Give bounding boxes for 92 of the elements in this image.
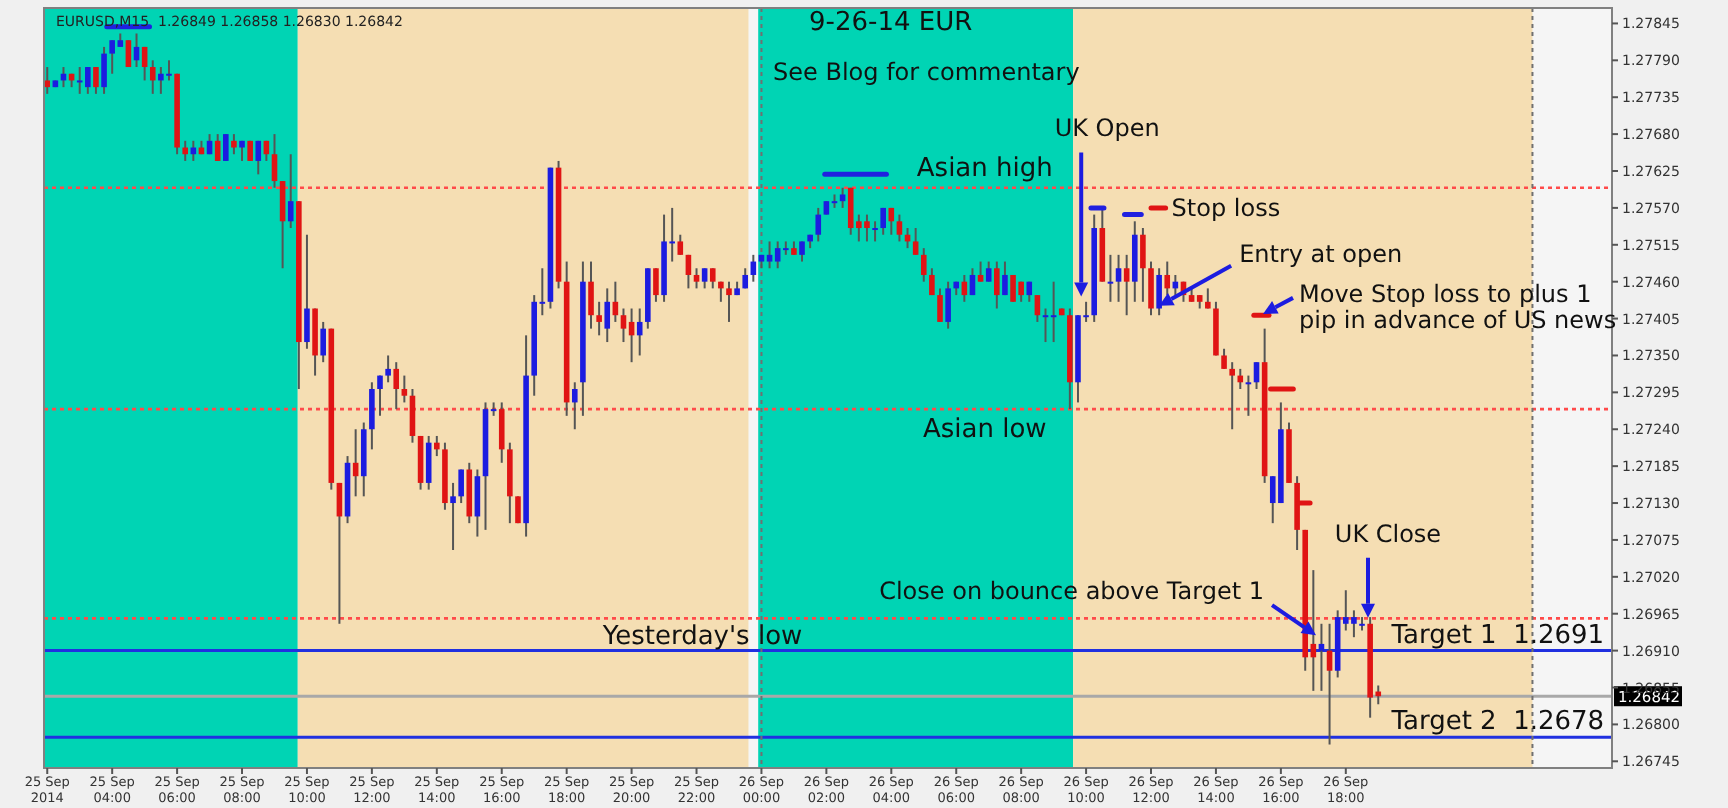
candlestick <box>929 267 935 297</box>
candlestick <box>1156 267 1162 317</box>
candlestick <box>896 213 903 243</box>
candlestick <box>450 481 456 551</box>
candlestick <box>76 66 83 95</box>
candlestick <box>401 374 408 404</box>
candlestick <box>1164 260 1171 297</box>
candlestick <box>1205 287 1211 310</box>
candlestick <box>571 381 578 431</box>
candlestick <box>636 307 643 357</box>
candlestick <box>312 307 318 377</box>
annotation: Stop loss <box>1171 193 1281 222</box>
ref-line-label: Yesterday's low <box>600 622 804 653</box>
candlestick <box>393 361 400 411</box>
candlestick <box>125 39 132 69</box>
candlestick <box>726 280 732 323</box>
candlestick <box>93 66 99 95</box>
annotation: UK Close <box>1334 519 1442 548</box>
candlestick <box>320 320 326 364</box>
candlestick <box>815 206 822 243</box>
candlestick <box>158 66 164 95</box>
candlestick <box>653 267 659 303</box>
candlestick <box>434 434 440 458</box>
candlestick <box>1229 361 1235 431</box>
candlestick <box>709 267 716 290</box>
annotation: Move Stop loss to plus 1 pip in advance of US news <box>1299 279 1617 334</box>
candlestick <box>847 186 854 236</box>
candlestick <box>620 307 627 344</box>
candlestick <box>255 139 262 176</box>
candlestick <box>937 287 943 323</box>
candlestick <box>774 240 781 270</box>
candlestick <box>912 227 919 256</box>
candlestick <box>596 300 602 337</box>
candlestick <box>945 280 951 330</box>
candlestick <box>44 66 51 95</box>
candlestick <box>1245 374 1252 417</box>
candlestick <box>1140 227 1146 303</box>
candlestick <box>458 468 464 505</box>
candlestick <box>1123 253 1130 317</box>
candlestick <box>677 233 684 256</box>
candlestick <box>377 374 383 417</box>
candlestick <box>287 153 294 230</box>
candlestick <box>1107 253 1114 303</box>
candlestick <box>223 133 229 162</box>
chart-title: 9-26-14 EUR <box>809 8 973 38</box>
candlestick <box>1131 220 1138 303</box>
candlestick <box>369 381 375 451</box>
annotation: Entry at open <box>1239 239 1403 268</box>
candlestick <box>588 260 594 330</box>
candlestick <box>85 66 91 95</box>
candlestick <box>1351 609 1357 639</box>
candlestick <box>1115 253 1122 303</box>
candlestick <box>1318 622 1325 692</box>
candlestick <box>271 133 278 189</box>
candlestick <box>985 260 992 283</box>
candlestick <box>515 495 521 525</box>
candlestick <box>994 260 1000 310</box>
candlestick <box>880 206 886 236</box>
candlestick <box>109 39 115 75</box>
candlestick <box>166 59 172 82</box>
ref-line-label: Asian low <box>922 415 1048 446</box>
candlestick <box>1148 260 1154 317</box>
candlestick <box>693 267 700 290</box>
ref-line-label: Target 2 1.2678 <box>1389 707 1605 738</box>
candlestick <box>182 139 189 162</box>
candlestick <box>1221 347 1227 370</box>
candlestick <box>766 240 773 270</box>
candlestick <box>304 233 310 350</box>
candlestick <box>864 213 870 243</box>
candlestick <box>1050 280 1057 344</box>
candlestick <box>799 240 805 263</box>
ref-line-label: Asian high <box>916 153 1053 184</box>
candlestick <box>1010 273 1016 303</box>
candlestick <box>498 401 505 464</box>
candlestick <box>977 260 984 283</box>
ref-line-label: Target 1 1.2691 <box>1389 620 1605 651</box>
candlestick <box>385 354 391 384</box>
candlestick <box>466 461 473 525</box>
candlestick <box>839 186 846 209</box>
candlestick <box>872 220 878 243</box>
candlestick <box>1042 307 1049 344</box>
candlestick <box>701 267 708 290</box>
candlestick <box>1002 260 1008 297</box>
candlestick <box>1213 300 1219 357</box>
candlestick <box>1237 367 1244 391</box>
candlestick <box>149 59 156 95</box>
candlestick <box>920 247 927 283</box>
candlestick <box>360 421 367 498</box>
candlestick <box>101 45 107 95</box>
candlestick <box>507 441 513 525</box>
candlestick <box>604 287 611 344</box>
candlestick <box>231 133 237 156</box>
